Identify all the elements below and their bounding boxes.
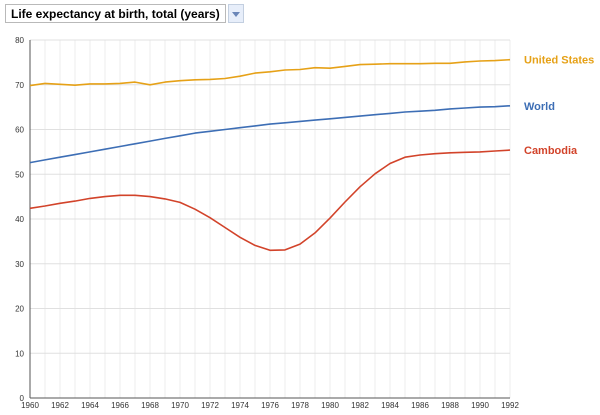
y-tick-label: 80 bbox=[15, 36, 24, 45]
indicator-selector-label[interactable]: Life expectancy at birth, total (years) bbox=[5, 4, 226, 23]
y-tick-label: 10 bbox=[15, 349, 24, 358]
x-tick-label: 1966 bbox=[111, 401, 129, 410]
series-line-cambodia[interactable] bbox=[29, 149, 511, 252]
series-line-world[interactable] bbox=[29, 105, 511, 164]
x-tick-label: 1976 bbox=[261, 401, 279, 410]
x-tick-label: 1992 bbox=[501, 401, 519, 410]
x-tick-label: 1974 bbox=[231, 401, 249, 410]
x-tick-label: 1990 bbox=[471, 401, 489, 410]
y-tick-label: 70 bbox=[15, 81, 24, 90]
y-tick-label: 0 bbox=[20, 394, 25, 403]
x-tick-label: 1972 bbox=[201, 401, 219, 410]
x-tick-label: 1960 bbox=[21, 401, 39, 410]
series-label-world: World bbox=[524, 101, 555, 113]
y-tick-label: 20 bbox=[15, 305, 24, 314]
x-tick-label: 1964 bbox=[81, 401, 99, 410]
axes: 0 10 20 30 40 50 60 70 80 1960 1962 1964 1966 1968 197… bbox=[15, 36, 519, 410]
x-tick-label: 1988 bbox=[441, 401, 459, 410]
x-tick-label: 1968 bbox=[141, 401, 159, 410]
dropdown-arrow-icon[interactable] bbox=[227, 4, 244, 23]
y-tick-label: 30 bbox=[15, 260, 24, 269]
series-group bbox=[29, 58, 511, 252]
x-tick-label: 1980 bbox=[321, 401, 339, 410]
series-label-united-states: United States bbox=[524, 55, 594, 67]
x-tick-label: 1984 bbox=[381, 401, 399, 410]
x-tick-label: 1962 bbox=[51, 401, 69, 410]
series-labels: United States World Cambodia bbox=[524, 55, 594, 157]
x-tick-label: 1986 bbox=[411, 401, 429, 410]
y-tick-label: 60 bbox=[15, 126, 24, 135]
grid bbox=[29, 39, 511, 399]
x-tick-label: 1978 bbox=[291, 401, 309, 410]
indicator-selector[interactable]: Life expectancy at birth, total (years) bbox=[5, 4, 244, 23]
series-line-united-states[interactable] bbox=[29, 58, 511, 87]
series-label-cambodia: Cambodia bbox=[524, 145, 578, 157]
x-tick-label: 1970 bbox=[171, 401, 189, 410]
y-tick-label: 50 bbox=[15, 170, 24, 179]
x-tick-label: 1982 bbox=[351, 401, 369, 410]
y-tick-label: 40 bbox=[15, 215, 24, 224]
